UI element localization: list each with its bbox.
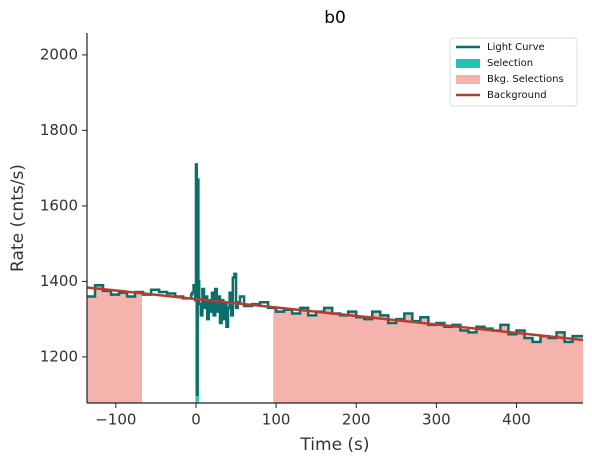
y-tick-label: 1200 — [40, 347, 78, 365]
x-tick-label: 400 — [502, 411, 531, 429]
x-tick-label: 0 — [191, 411, 201, 429]
legend-swatch — [456, 59, 480, 68]
legend-box — [449, 37, 578, 107]
legend-swatch — [456, 75, 480, 84]
region-fill — [87, 164, 583, 403]
x-axis-label: Time (s) — [299, 435, 369, 455]
x-tick-label: −100 — [95, 411, 136, 429]
legend: Light Curve Selection Bkg. Selections Backg… — [449, 37, 578, 107]
y-tick-label: 1800 — [40, 121, 78, 139]
y-axis-label: Rate (cnts/s) — [8, 164, 28, 272]
x-tick-label: 300 — [422, 411, 451, 429]
y-tick-label: 1400 — [40, 272, 78, 290]
x-tick-label: 200 — [342, 411, 371, 429]
background-line — [86, 286, 584, 342]
legend-label: Background — [487, 90, 547, 101]
y-tick-label: 2000 — [40, 45, 78, 63]
chart-title: b0 — [324, 8, 346, 28]
legend-label: Selection — [487, 58, 533, 69]
x-tick-label: 100 — [262, 411, 291, 429]
legend-label: Bkg. Selections — [487, 74, 564, 85]
y-tick-label: 1600 — [40, 196, 78, 214]
legend-label: Light Curve — [487, 42, 545, 53]
